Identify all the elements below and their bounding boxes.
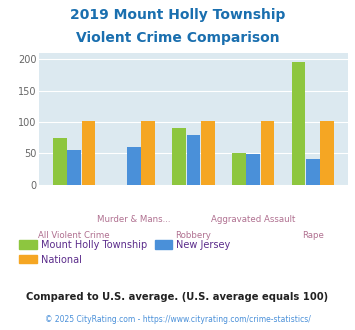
Text: © 2025 CityRating.com - https://www.cityrating.com/crime-statistics/: © 2025 CityRating.com - https://www.city…: [45, 315, 310, 324]
Bar: [246, 154, 260, 185]
Bar: [320, 121, 334, 185]
Text: Compared to U.S. average. (U.S. average equals 100): Compared to U.S. average. (U.S. average …: [26, 292, 329, 302]
Text: 2019 Mount Holly Township: 2019 Mount Holly Township: [70, 8, 285, 22]
Bar: [127, 147, 141, 185]
Bar: [232, 153, 246, 185]
Bar: [291, 62, 305, 185]
Bar: [67, 150, 81, 185]
Bar: [172, 128, 186, 185]
Text: Murder & Mans...: Murder & Mans...: [97, 215, 171, 224]
Bar: [201, 121, 215, 185]
Text: Violent Crime Comparison: Violent Crime Comparison: [76, 31, 279, 45]
Bar: [261, 121, 274, 185]
Bar: [306, 159, 320, 185]
Bar: [82, 121, 95, 185]
Text: Rape: Rape: [302, 231, 324, 240]
Text: Aggravated Assault: Aggravated Assault: [211, 215, 295, 224]
Bar: [141, 121, 155, 185]
Text: All Violent Crime: All Violent Crime: [38, 231, 110, 240]
Bar: [53, 138, 67, 185]
Bar: [187, 135, 200, 185]
Legend: Mount Holly Township, National, New Jersey: Mount Holly Township, National, New Jers…: [19, 240, 230, 265]
Text: Robbery: Robbery: [175, 231, 212, 240]
